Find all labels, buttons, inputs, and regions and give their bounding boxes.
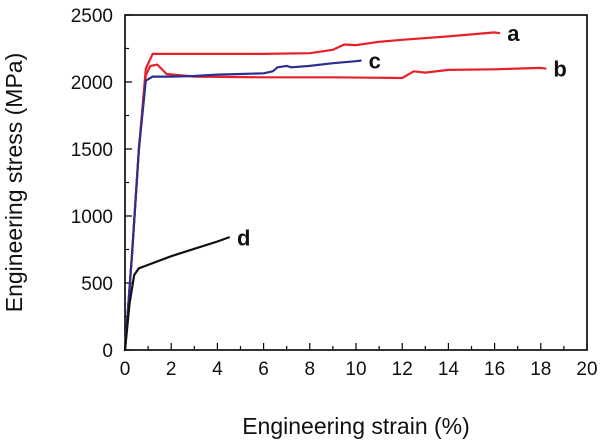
y-tick-label: 0 [102,341,113,362]
x-tick-label: 6 [258,359,269,380]
series-line-c [123,59,362,352]
y-axis-title: Engineering stress (MPa) [1,53,27,313]
y-tick-label: 1000 [71,207,113,228]
x-tick-label: 4 [212,359,223,380]
x-tick-label: 12 [392,359,413,380]
series-line-b [123,63,547,352]
x-tick-label: 0 [120,359,131,380]
y-tick-label: 500 [81,274,113,295]
x-tick-label: 2 [166,359,177,380]
y-tick-label: 2500 [71,6,113,27]
series-label-a: a [507,21,520,46]
plot-frame [124,14,588,351]
labels-layer: 0 2 4 6 8 10 12 14 16 18 20 0 500 1000 1500 2000 2500 Eng… [1,6,598,439]
x-axis-title: Engineering strain (%) [242,413,470,439]
y-tick-label: 2000 [71,73,113,94]
series-label-b: b [553,57,566,82]
series-label-c: c [369,49,381,74]
axes-layer [124,14,588,351]
series-line-d [123,236,230,352]
y-tick-label: 1500 [71,140,113,161]
x-tick-label: 20 [576,359,597,380]
x-tick-label: 16 [484,359,505,380]
series-line-a [123,31,501,352]
series-layer [123,31,547,352]
x-tick-label: 14 [438,359,460,380]
x-tick-label: 8 [305,359,316,380]
x-tick-label: 10 [345,359,366,380]
series-label-d: d [237,225,250,250]
x-tick-label: 18 [530,359,551,380]
